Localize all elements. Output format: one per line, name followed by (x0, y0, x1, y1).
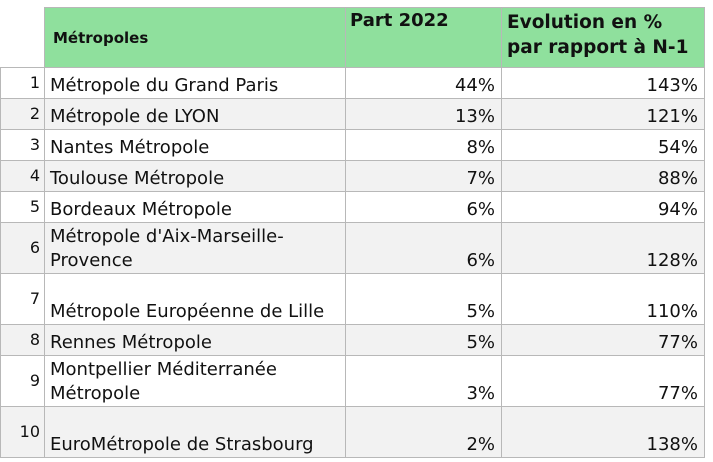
row-index: 3 (0, 129, 45, 161)
table-row: 1 Métropole du Grand Paris 44% 143% (0, 67, 705, 99)
evolution-value: 128% (501, 222, 705, 274)
evolution-value: 88% (501, 160, 705, 192)
table-row: 9 Montpellier Méditerranée Métropole 3% … (0, 355, 705, 407)
evolution-value: 54% (501, 129, 705, 161)
row-index: 8 (0, 324, 45, 356)
column-header-part-2022: Part 2022 (345, 7, 502, 68)
part-2022-value: 13% (345, 98, 502, 130)
part-2022-value: 44% (345, 67, 502, 99)
part-2022-value: 3% (345, 355, 502, 407)
table-row: 3 Nantes Métropole 8% 54% (0, 129, 705, 161)
header-row: Métropoles Part 2022 Evolution en % par … (0, 7, 705, 68)
part-2022-value: 2% (345, 406, 502, 458)
row-index: 7 (0, 273, 45, 325)
evolution-value: 110% (501, 273, 705, 325)
metropoles-table: Métropoles Part 2022 Evolution en % par … (0, 7, 705, 458)
metropole-name: Métropole de LYON (44, 98, 346, 130)
metropole-name: Métropole Européenne de Lille (44, 273, 346, 325)
evolution-value: 77% (501, 324, 705, 356)
metropole-name: Montpellier Méditerranée Métropole (44, 355, 346, 407)
row-index: 6 (0, 222, 45, 274)
evolution-value: 94% (501, 191, 705, 223)
metropole-name: Rennes Métropole (44, 324, 346, 356)
row-index: 9 (0, 355, 45, 407)
table-row: 2 Métropole de LYON 13% 121% (0, 98, 705, 130)
evolution-value: 138% (501, 406, 705, 458)
row-index: 5 (0, 191, 45, 223)
table-row: 5 Bordeaux Métropole 6% 94% (0, 191, 705, 223)
row-index: 2 (0, 98, 45, 130)
row-index: 4 (0, 160, 45, 192)
evolution-value: 143% (501, 67, 705, 99)
table-row: 10 EuroMétropole de Strasbourg 2% 138% (0, 406, 705, 458)
metropole-name: Bordeaux Métropole (44, 191, 346, 223)
row-index: 10 (0, 406, 45, 458)
header-corner (0, 7, 45, 68)
column-header-metropoles: Métropoles (44, 7, 346, 68)
part-2022-value: 8% (345, 129, 502, 161)
part-2022-value: 6% (345, 222, 502, 274)
metropole-name: Toulouse Métropole (44, 160, 346, 192)
part-2022-value: 6% (345, 191, 502, 223)
table-row: 8 Rennes Métropole 5% 77% (0, 324, 705, 356)
part-2022-value: 7% (345, 160, 502, 192)
column-header-evolution: Evolution en % par rapport à N-1 (501, 7, 705, 68)
table-row: 4 Toulouse Métropole 7% 88% (0, 160, 705, 192)
metropole-name: Métropole d'Aix-Marseille-Provence (44, 222, 346, 274)
metropole-name: Nantes Métropole (44, 129, 346, 161)
evolution-value: 77% (501, 355, 705, 407)
row-index: 1 (0, 67, 45, 99)
table-row: 6 Métropole d'Aix-Marseille-Provence 6% … (0, 222, 705, 274)
metropole-name: EuroMétropole de Strasbourg (44, 406, 346, 458)
table-row: 7 Métropole Européenne de Lille 5% 110% (0, 273, 705, 325)
metropole-name: Métropole du Grand Paris (44, 67, 346, 99)
part-2022-value: 5% (345, 273, 502, 325)
evolution-value: 121% (501, 98, 705, 130)
part-2022-value: 5% (345, 324, 502, 356)
